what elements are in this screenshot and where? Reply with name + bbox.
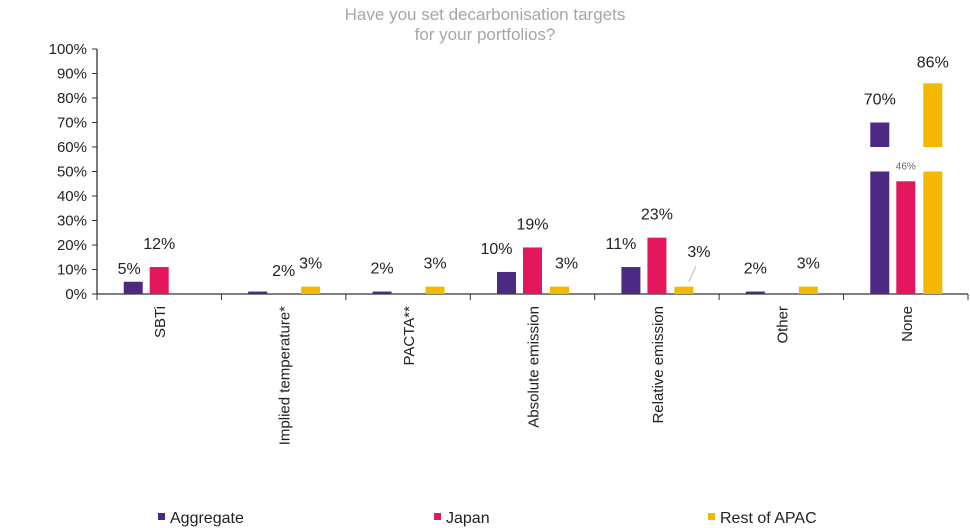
data-label: 5% (118, 261, 141, 278)
bar (301, 286, 321, 294)
x-category-label: Other (774, 306, 791, 344)
bar (870, 171, 890, 294)
legend-swatch (434, 513, 441, 520)
data-label: 23% (641, 207, 673, 224)
x-category-label: Relative emission (650, 306, 667, 424)
legend-swatch (708, 513, 715, 520)
bar (248, 291, 268, 294)
data-label: 3% (687, 244, 710, 261)
data-label: 3% (797, 256, 820, 273)
data-label: 3% (299, 256, 322, 273)
bar (550, 286, 569, 294)
legend-swatch (158, 513, 165, 520)
bar (923, 83, 943, 147)
y-tick-label: 0% (65, 286, 87, 303)
legend-label: Japan (446, 510, 490, 527)
data-label: 2% (371, 261, 394, 278)
bar (923, 171, 943, 294)
bar (621, 267, 641, 294)
bar (372, 291, 392, 294)
y-tick-label: 20% (57, 237, 87, 254)
chart-title-line-1: Have you set decarbonisation targets (344, 5, 626, 24)
y-tick-label: 70% (57, 115, 87, 132)
x-category-label: Absolute emission (526, 306, 543, 428)
bar (123, 281, 143, 294)
y-tick-label: 90% (57, 66, 87, 83)
y-tick-label: 80% (57, 90, 87, 107)
data-label: 12% (143, 236, 175, 253)
data-label: 11% (606, 236, 637, 253)
bar (497, 271, 516, 294)
data-label: 86% (917, 54, 949, 71)
data-label: 3% (555, 256, 578, 273)
data-label-leader-line (688, 265, 697, 283)
data-label: 3% (424, 256, 447, 273)
x-category-label: PACTA** (401, 306, 418, 366)
bar (647, 237, 667, 294)
data-label: 2% (744, 261, 767, 278)
legend-label: Rest of APAC (720, 510, 817, 527)
bar (674, 286, 694, 294)
bar (425, 286, 445, 294)
bar (896, 181, 916, 294)
bar (745, 291, 765, 294)
data-label: 10% (480, 241, 512, 258)
data-label: 2% (272, 263, 295, 280)
y-tick-label: 10% (57, 262, 87, 279)
y-tick-label: 60% (57, 139, 87, 156)
bar (149, 267, 169, 294)
bar (870, 122, 890, 147)
y-tick-label: 100% (49, 41, 87, 58)
data-label: 19% (516, 216, 548, 233)
x-category-label: None (899, 306, 916, 342)
y-tick-label: 50% (57, 164, 87, 181)
chart-title-line-2: for your portfolios? (414, 25, 556, 44)
bar (523, 247, 542, 294)
data-label: 46% (896, 161, 916, 172)
x-category-label: Implied temperature* (277, 306, 294, 445)
x-category-label: SBTi (152, 306, 169, 338)
legend-label: Aggregate (170, 510, 244, 527)
bar (798, 286, 818, 294)
y-tick-label: 40% (57, 188, 87, 205)
data-label: 70% (864, 92, 896, 109)
y-tick-label: 30% (57, 213, 87, 230)
